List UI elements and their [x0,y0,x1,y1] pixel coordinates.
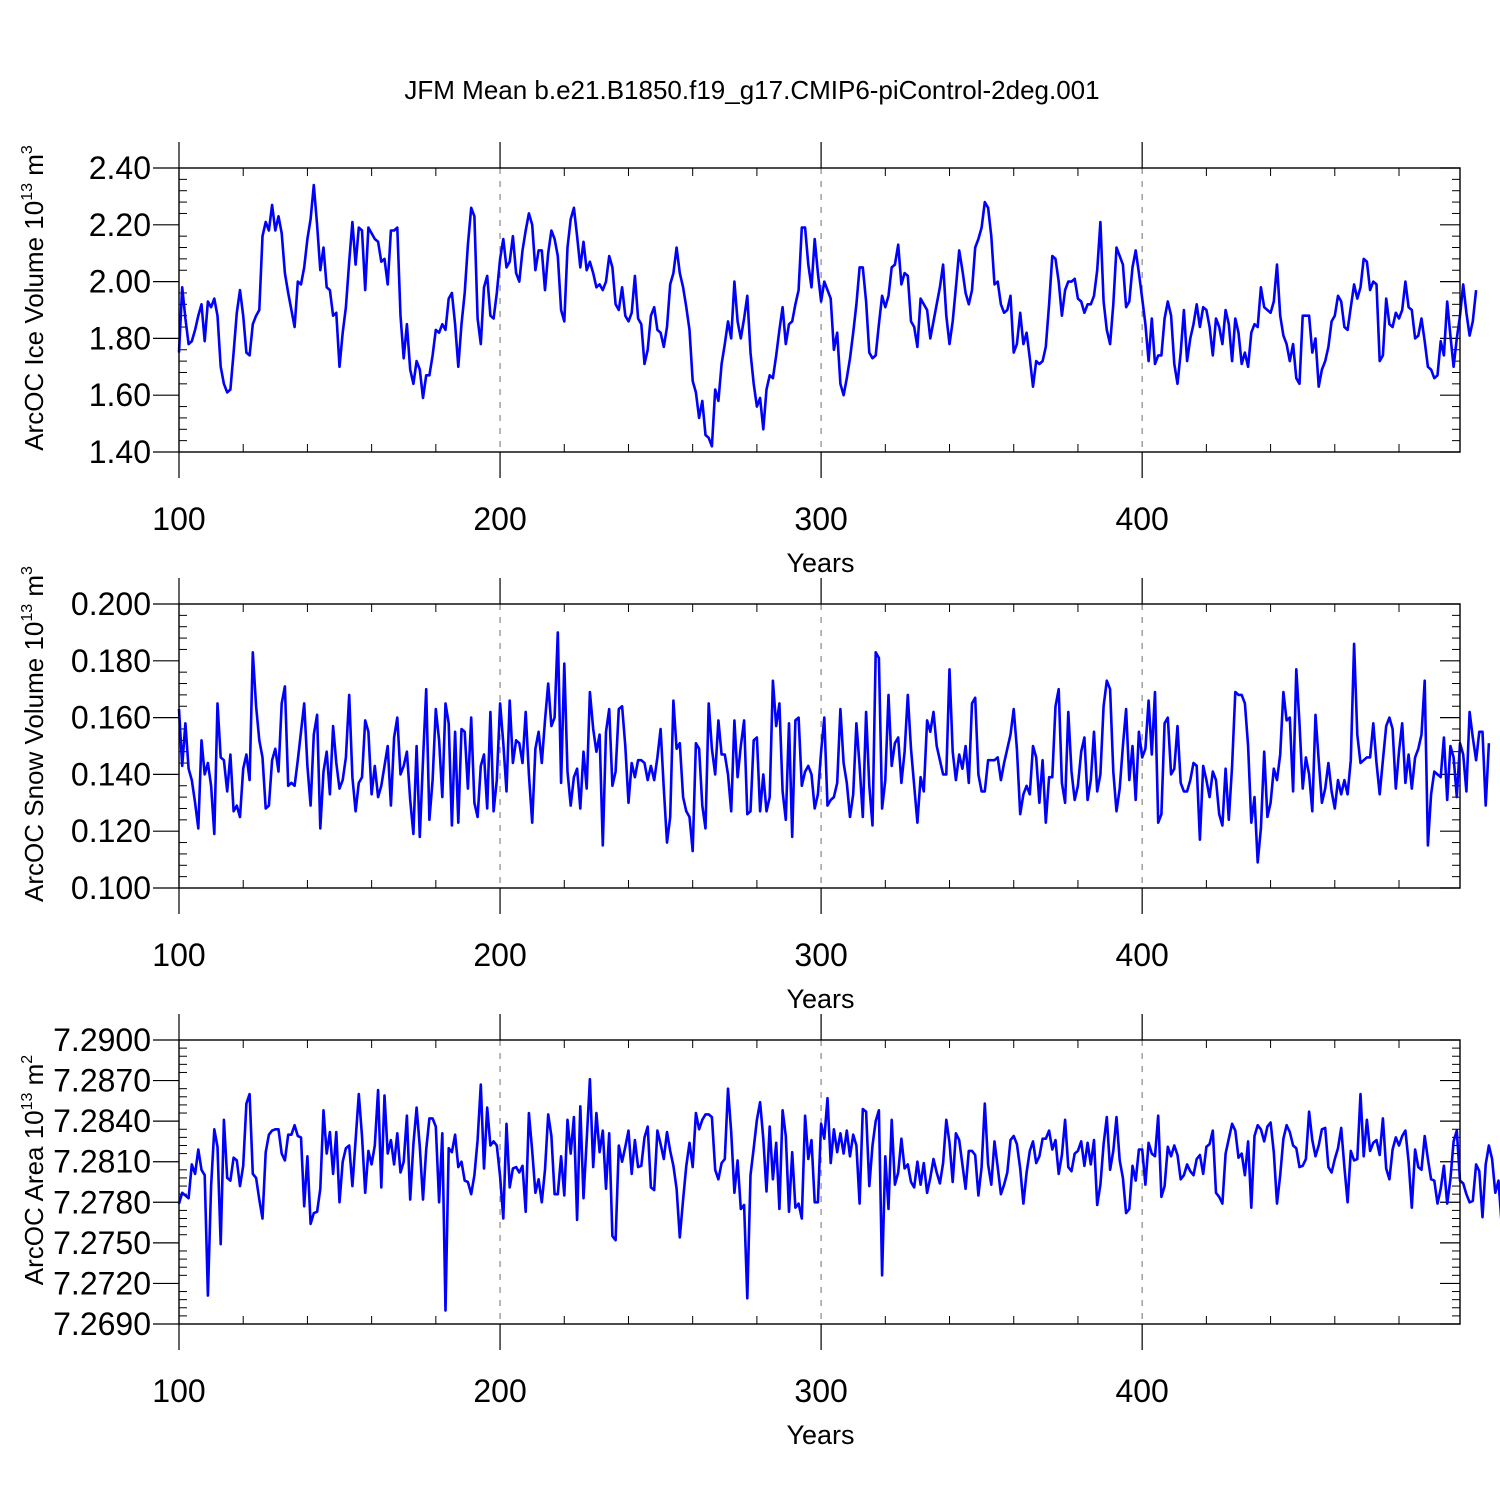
y-tick-label: 7.2810 [53,1144,151,1180]
plot-frame [178,1039,1461,1325]
y-tick-label: 1.80 [89,320,151,356]
y-tick-label: 7.2840 [53,1103,151,1139]
x-axis-label: Years [786,548,854,578]
y-tick-label: 7.2870 [53,1063,151,1099]
x-tick-label: 400 [1115,1373,1168,1409]
x-axis-label: Years [786,984,854,1014]
y-tick-label: 1.60 [89,377,151,413]
x-tick-label: 300 [794,1373,847,1409]
x-tick-label: 200 [473,1373,526,1409]
y-tick-label: 0.120 [71,813,151,849]
y-tick-label: 2.00 [89,264,151,300]
figure-title: JFM Mean b.e21.B1850.f19_g17.CMIP6-piCon… [404,75,1099,105]
y-axis-label: ArcOC Snow Volume 1013 m3 [19,566,49,902]
y-tick-label: 2.40 [89,150,151,186]
series-line [177,183,1478,448]
y-tick-label: 7.2900 [53,1022,151,1058]
x-tick-label: 300 [794,501,847,537]
x-tick-label: 200 [473,501,526,537]
x-tick-label: 100 [152,1373,205,1409]
y-tick-label: 7.2750 [53,1225,151,1261]
y-axis-label: ArcOC Ice Volume 1013 m3 [19,145,49,451]
y-tick-label: 0.200 [71,586,151,622]
x-tick-label: 300 [794,937,847,973]
x-axis-label: Years [786,1420,854,1450]
y-tick-label: 2.20 [89,207,151,243]
y-tick-label: 0.180 [71,643,151,679]
y-tick-label: 0.100 [71,870,151,906]
x-tick-label: 400 [1115,937,1168,973]
y-tick-label: 0.160 [71,700,151,736]
y-tick-label: 7.2780 [53,1184,151,1220]
series-line [177,631,1491,864]
y-tick-label: 7.2720 [53,1265,151,1301]
y-tick-label: 0.140 [71,756,151,792]
plot-frame [178,603,1461,889]
y-tick-label: 7.2690 [53,1306,151,1342]
x-tick-label: 200 [473,937,526,973]
x-tick-label: 100 [152,937,205,973]
series-line [177,1077,1500,1312]
x-tick-label: 400 [1115,501,1168,537]
panel-3: 100 200 300 400 7.2690 7.2720 7.2750 7.2780 7.28… [19,1014,1500,1450]
x-tick-label: 100 [152,501,205,537]
panel-1: 100 200 300 400 1.40 1.60 1.80 2.00 2.20 2.40 Year… [19,142,1478,578]
plot-frame [178,167,1461,453]
panels: 100 200 300 400 1.40 1.60 1.80 2.00 2.20 2.40 Year… [19,142,1500,1450]
y-axis-label: ArcOC Area 1013 m2 [19,1055,49,1286]
y-tick-label: 1.40 [89,434,151,470]
panel-2: 100 200 300 400 0.100 0.120 0.140 0.160 0.180 0.2… [19,566,1491,1014]
